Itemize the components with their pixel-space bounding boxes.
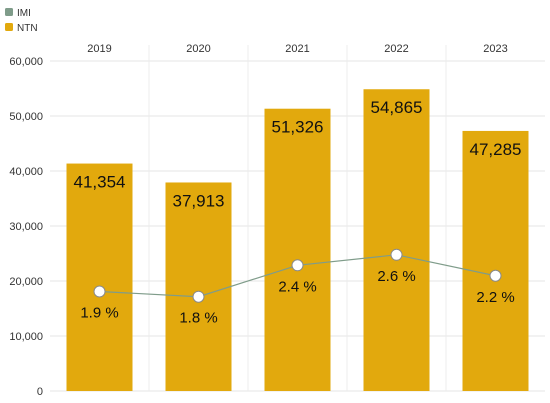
y-tick-label: 60,000	[9, 56, 43, 68]
imi-value-label: 2.4 %	[278, 278, 316, 295]
bar-ntn	[363, 89, 430, 392]
legend-swatch-imi	[5, 8, 13, 16]
imi-value-label: 2.2 %	[476, 289, 514, 306]
bar-ntn	[165, 182, 232, 391]
category-label: 2023	[483, 43, 507, 55]
bars	[66, 89, 529, 392]
category-label: 2021	[285, 43, 309, 55]
y-axis: 0 10,000 20,000 30,000 40,000 50,000 60,000	[9, 56, 43, 398]
bar-value-label: 37,913	[173, 191, 225, 210]
y-tick-label: 30,000	[9, 221, 43, 233]
bar-value-label: 41,354	[74, 173, 126, 192]
category-axis: 2019 2020 2021 2022 2023	[87, 43, 507, 55]
imi-point	[291, 259, 304, 272]
category-label: 2020	[186, 43, 210, 55]
legend-label-imi: IMI	[17, 8, 31, 19]
legend-label-ntn: NTN	[17, 23, 38, 34]
imi-line-series	[93, 248, 502, 303]
legend-swatch-ntn	[5, 23, 13, 31]
category-label: 2019	[87, 43, 111, 55]
imi-value-label: 1.8 %	[179, 310, 217, 327]
y-tick-label: 20,000	[9, 276, 43, 288]
imi-point	[489, 269, 502, 282]
category-label: 2022	[384, 43, 408, 55]
y-tick-label: 10,000	[9, 331, 43, 343]
bar-ntn	[66, 163, 133, 391]
bar-ntn	[462, 130, 529, 391]
imi-value-labels: 1.9 % 1.8 % 2.4 % 2.6 % 2.2 %	[80, 268, 514, 327]
imi-value-label: 1.9 %	[80, 304, 118, 321]
bar-value-label: 54,865	[371, 98, 423, 117]
imi-point	[93, 285, 106, 298]
bar-ntn	[264, 108, 331, 391]
legend: IMI NTN	[5, 8, 38, 34]
bar-value-label: 47,285	[470, 140, 522, 159]
imi-point	[390, 248, 403, 261]
y-tick-label: 0	[37, 386, 43, 398]
bar-value-label: 51,326	[272, 118, 324, 137]
imi-point	[192, 290, 205, 303]
imi-value-label: 2.6 %	[377, 268, 415, 285]
y-tick-label: 50,000	[9, 111, 43, 123]
y-tick-label: 40,000	[9, 166, 43, 178]
bar-value-labels: 41,354 37,913 51,326 54,865 47,285	[74, 98, 522, 210]
